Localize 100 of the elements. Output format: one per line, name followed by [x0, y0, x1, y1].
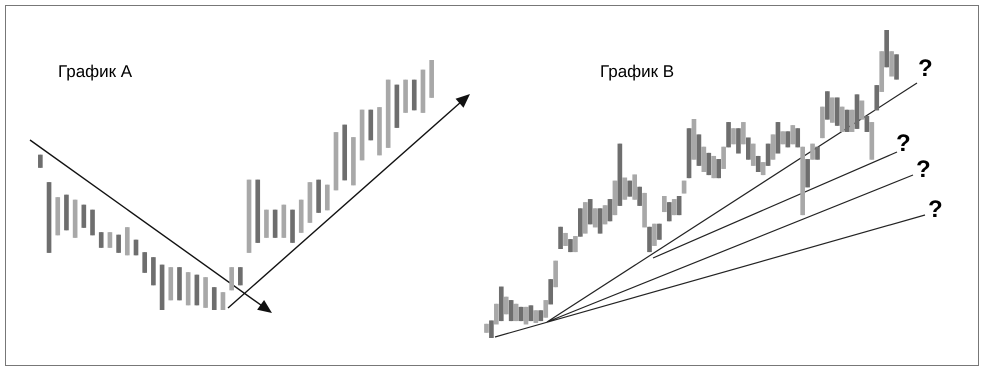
candlestick — [795, 128, 800, 148]
candlestick — [884, 30, 889, 68]
candlestick — [588, 199, 593, 224]
candlestick — [46, 182, 52, 253]
candlestick — [272, 210, 278, 238]
candlestick — [518, 306, 524, 322]
candlestick — [504, 296, 509, 314]
candlestick — [38, 154, 43, 168]
text: ? — [918, 55, 933, 83]
candlestick — [766, 144, 770, 166]
candlestick — [377, 107, 382, 156]
candlestick — [860, 100, 864, 120]
candlestick — [90, 210, 95, 236]
candlestick — [776, 122, 780, 154]
candlestick — [696, 134, 702, 166]
candlestick — [194, 274, 200, 306]
candlestick — [820, 106, 825, 138]
candlestick — [750, 144, 756, 166]
candlestick — [780, 131, 786, 144]
candlestick — [834, 97, 840, 126]
candlestick — [874, 85, 880, 110]
candlestick — [618, 144, 622, 206]
candlestick — [652, 224, 657, 246]
candlestick — [741, 122, 746, 144]
annotation: ? — [896, 130, 911, 158]
candlestick — [889, 51, 894, 77]
candlestick — [255, 180, 260, 243]
candlestick — [568, 239, 573, 252]
candlestick — [637, 186, 642, 206]
candlestick — [360, 110, 364, 160]
candlestick — [498, 286, 504, 322]
candlestick — [815, 146, 820, 160]
candlestick — [64, 194, 69, 230]
candlestick — [805, 159, 810, 188]
candlestick — [563, 232, 568, 246]
candlestick — [160, 264, 164, 310]
candlestick — [894, 54, 899, 80]
candlestick — [308, 182, 312, 223]
candlestick — [142, 252, 148, 273]
candlestick — [98, 232, 104, 248]
candlestick — [420, 70, 426, 113]
candlestick — [726, 122, 731, 148]
candlestick — [627, 180, 632, 197]
candlestick — [368, 110, 374, 140]
candlestick — [394, 84, 400, 128]
candlestick — [770, 134, 776, 160]
candlestick — [760, 162, 766, 176]
candlestick — [731, 128, 736, 144]
candlestick — [721, 146, 726, 169]
candlestick — [528, 305, 534, 322]
candlestick — [573, 236, 578, 252]
candlestick — [212, 287, 217, 310]
candlestick — [220, 292, 226, 310]
candlestick — [647, 226, 652, 252]
candlestick — [558, 226, 563, 250]
candlestick — [612, 180, 618, 216]
candlestick — [108, 232, 112, 248]
candlestick — [246, 180, 252, 253]
candlestick — [543, 300, 548, 318]
candlestick — [264, 210, 269, 238]
candlestick — [203, 277, 208, 308]
text: ? — [916, 156, 931, 184]
candlestick — [290, 210, 295, 243]
candlestick — [116, 234, 121, 253]
candlestick — [334, 132, 338, 190]
text: График B — [600, 62, 674, 82]
candlestick — [850, 110, 854, 132]
candlestick — [686, 128, 692, 178]
candlestick — [412, 80, 417, 110]
candlestick — [854, 94, 860, 129]
candlestick — [177, 267, 182, 300]
candlestick — [72, 200, 78, 238]
candlestick — [548, 279, 554, 304]
candlestick — [489, 320, 494, 338]
candlestick — [676, 196, 682, 216]
candlestick — [151, 257, 156, 286]
candlestick — [351, 137, 356, 186]
text: ? — [928, 196, 943, 224]
candlestick — [692, 118, 696, 160]
candlestick — [484, 324, 489, 333]
candlestick — [553, 260, 558, 288]
candlestick — [736, 128, 741, 154]
candlestick — [657, 224, 662, 240]
candlestick — [342, 124, 348, 180]
candlestick — [298, 200, 304, 233]
candlestick — [524, 306, 528, 324]
candlestick — [238, 267, 243, 286]
candlestick — [666, 202, 672, 222]
candlestick — [682, 180, 686, 194]
candlestick — [316, 180, 321, 213]
candlestick — [810, 144, 815, 160]
candlestick — [602, 205, 608, 224]
candlestick — [642, 192, 647, 228]
chart-title: График A — [58, 62, 132, 82]
candlestick — [168, 267, 174, 300]
candlestick — [55, 197, 60, 236]
candlestick — [864, 116, 870, 132]
candlestick — [134, 240, 138, 256]
candlestick — [403, 80, 408, 113]
candlestick — [608, 199, 612, 222]
